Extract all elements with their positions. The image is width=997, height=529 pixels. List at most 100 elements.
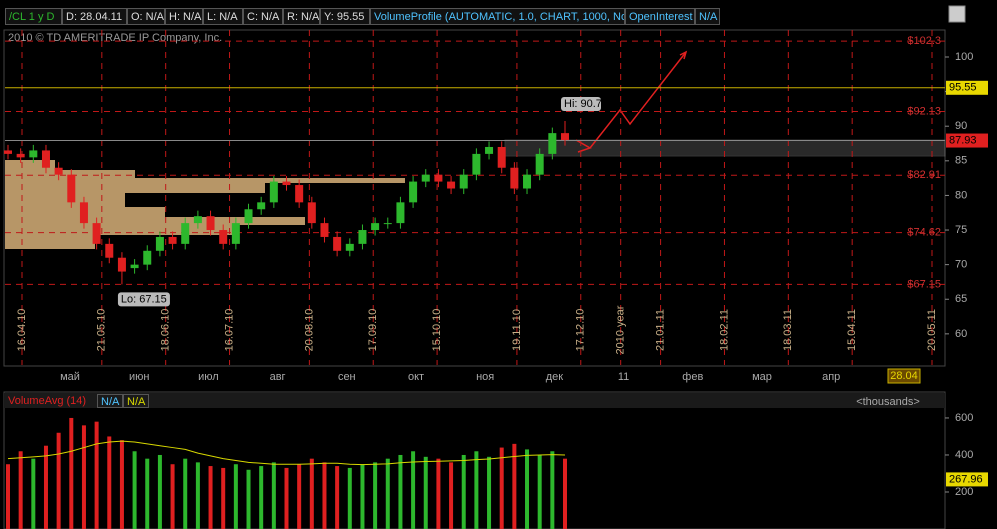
month-label: 11 (618, 371, 629, 383)
candle-body (67, 174, 76, 203)
volume-bar (550, 451, 555, 529)
month-label: апр (822, 371, 840, 383)
date-label: 15.04.11 (846, 309, 858, 351)
header-field: D: 28.04.11 (62, 8, 127, 25)
volume-title[interactable]: VolumeAvg (14) (8, 395, 87, 407)
month-label: июн (129, 371, 149, 383)
y-tick-label: 100 (955, 51, 973, 63)
candle-body (4, 150, 12, 154)
candle-body (472, 153, 481, 175)
volume-bar (81, 425, 86, 529)
volume-bar (43, 445, 48, 529)
header-symbol[interactable]: /CL 1 y D (5, 8, 62, 25)
candle-body (117, 257, 126, 272)
candle-body (257, 202, 266, 210)
header-study[interactable]: VolumeProfile (AUTOMATIC, 1.0, CHART, 10… (370, 8, 625, 25)
volume-status: N/A (97, 394, 123, 408)
candle-body (219, 230, 228, 244)
avg-label: 267.96 (949, 473, 983, 485)
volume-bar (385, 458, 390, 529)
volume-bar (411, 451, 416, 529)
header-field: H: N/A (165, 8, 203, 25)
settings-icon[interactable] (948, 5, 966, 23)
y-tick-label: 600 (955, 412, 973, 424)
lo-label: Lo: 67.15 (121, 293, 167, 305)
date-label: 20.08.10 (303, 309, 315, 352)
date-label: 18.03.11 (782, 309, 794, 351)
volume-bar (525, 449, 530, 529)
volume-bar (31, 458, 36, 529)
candle-body (421, 174, 430, 182)
copyright: 2010 © TD AMERITRADE IP Company, Inc. (8, 32, 222, 44)
y-tick-label: 90 (955, 120, 967, 132)
level-label: $67.15 (907, 278, 941, 290)
candle-body (29, 150, 38, 158)
candle-body (105, 243, 114, 258)
candle-body (16, 153, 25, 158)
candle-body (535, 153, 544, 175)
candle-body (92, 223, 101, 244)
volume-bar (259, 466, 264, 529)
candle-body (434, 174, 443, 182)
year-label: 2010 year (615, 305, 627, 354)
value-area (504, 139, 946, 157)
volume-bar (56, 432, 61, 529)
volume-bar (107, 436, 112, 529)
volume-bar (512, 443, 517, 529)
volume-bar (246, 469, 251, 529)
volume-bar (360, 464, 365, 529)
volume-bar (145, 458, 150, 529)
candle-body (181, 223, 190, 244)
last-price-box (946, 133, 988, 148)
volume-bar (474, 451, 479, 529)
month-label: дек (546, 371, 564, 383)
level-label: $74.62 (907, 227, 941, 239)
hi-label: Hi: 90.76 (564, 98, 608, 110)
candle-body (459, 174, 468, 189)
volume-bar (487, 456, 492, 529)
y-tick-label: 75 (955, 224, 967, 236)
date-label: 16.07.10 (223, 309, 235, 352)
avg-box (946, 472, 988, 487)
y-tick-label: 200 (955, 486, 973, 498)
hi-box (561, 96, 601, 111)
volume-bar (170, 464, 175, 529)
candle-body (371, 223, 380, 231)
candle-body (333, 236, 342, 251)
volume-bar (563, 458, 567, 529)
volume-avg-line (7, 440, 566, 466)
candle-body (231, 223, 240, 244)
volume-bar (373, 462, 378, 529)
date-label: 18.06.10 (160, 309, 172, 352)
y-tick-label: 65 (955, 293, 967, 305)
candle-body (130, 264, 139, 269)
volume-bar (157, 454, 162, 529)
volume-bar (537, 454, 542, 529)
header-field: O: N/A (127, 8, 165, 25)
volume-bar (18, 451, 23, 529)
month-label: июл (198, 371, 219, 383)
volume-bar (271, 462, 276, 529)
date-label: 17.09.10 (367, 309, 379, 352)
volume-bar (449, 462, 454, 529)
y-tick-label: 80 (955, 189, 967, 201)
date-label: 17.12.10 (575, 309, 587, 352)
prev-price-box (946, 80, 988, 95)
month-label: авг (270, 371, 286, 383)
volume-bar (499, 447, 504, 529)
volume-bar (398, 454, 403, 529)
candle-body (54, 167, 63, 175)
candle-body (548, 133, 557, 154)
y-tick-label: 400 (955, 449, 973, 461)
candle-body (307, 202, 316, 224)
candle-body (79, 202, 88, 224)
candle-body (143, 250, 152, 265)
candle-body (193, 216, 202, 224)
volume-bar (183, 458, 188, 529)
header-study[interactable]: OpenInterest (625, 8, 695, 25)
lo-box (117, 292, 170, 307)
candle-body (396, 202, 405, 224)
candle-body (523, 174, 532, 189)
volume-bar (284, 467, 289, 529)
